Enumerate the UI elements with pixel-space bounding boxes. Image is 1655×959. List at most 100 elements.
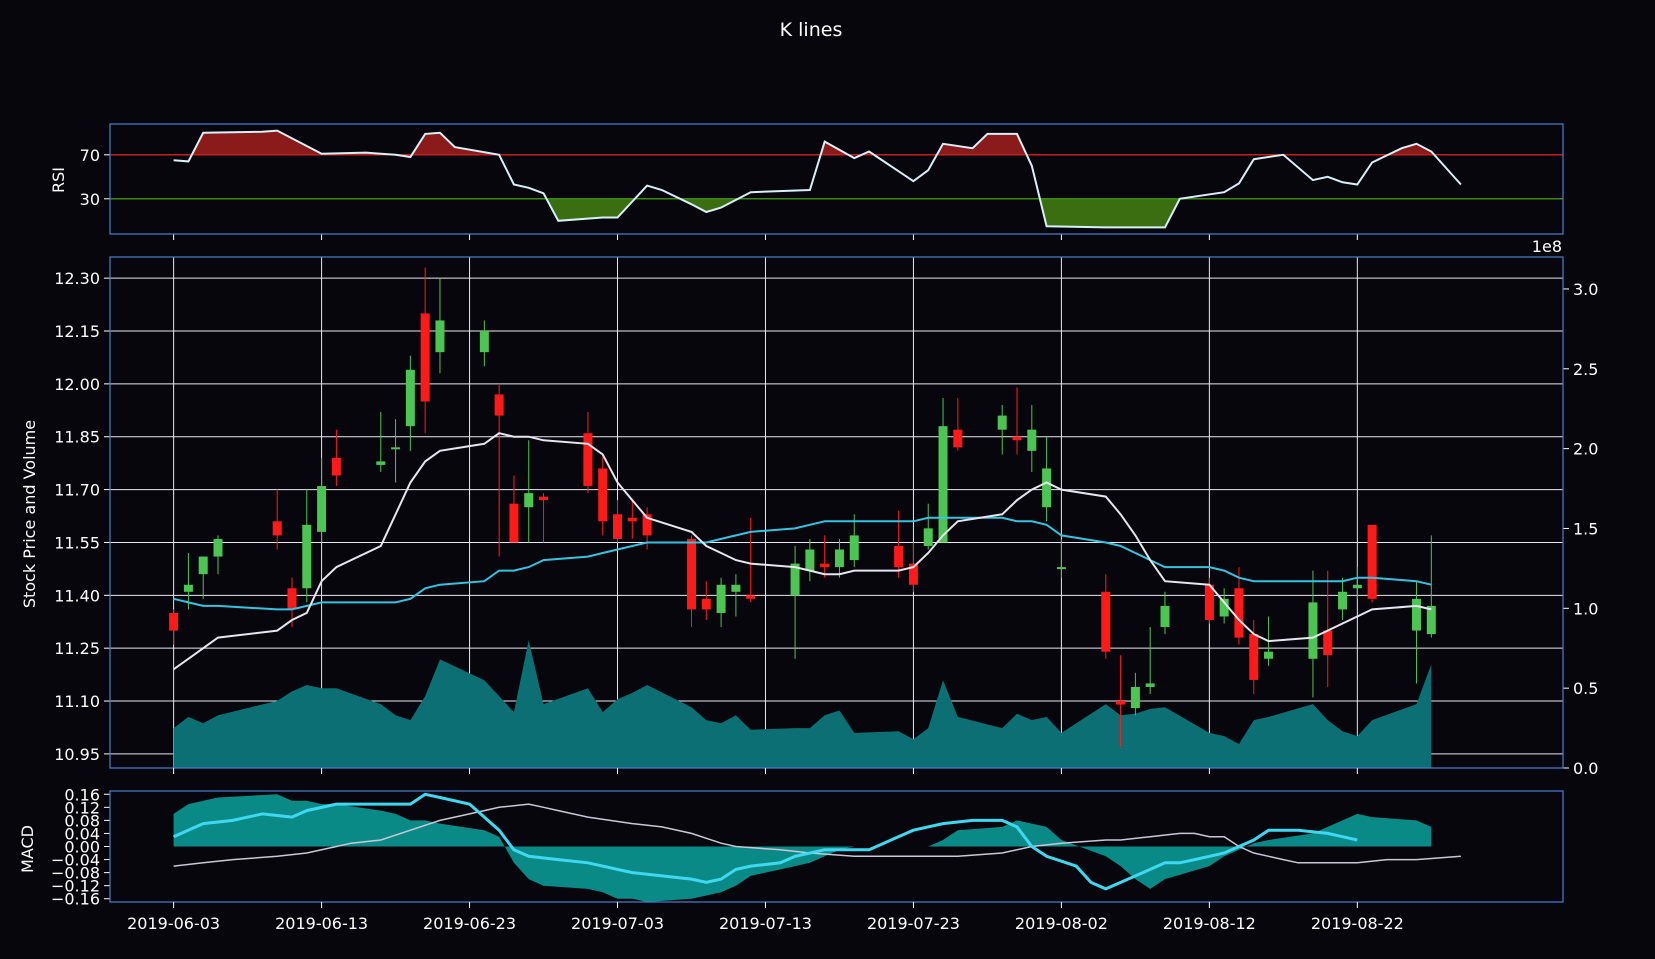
rsi-tick-label-0: 30	[80, 190, 100, 209]
price-tick-label-6: 11.85	[54, 428, 100, 447]
candle-body-20	[598, 468, 608, 522]
candle-body-26	[716, 584, 726, 613]
candle-body-48	[1160, 605, 1170, 628]
candle-body-31	[820, 563, 830, 568]
rsi-line	[173, 129, 1462, 229]
volume-tick-label-0: 0.0	[1573, 759, 1598, 778]
volume-tick-label-2: 1.0	[1573, 599, 1598, 618]
volume-area	[173, 640, 1432, 768]
candle-body-18	[539, 496, 549, 501]
candle-body-45	[1116, 701, 1126, 705]
candle-body-16	[509, 503, 519, 543]
candle-body-50	[1219, 598, 1229, 617]
rsi-tick-label-1: 70	[80, 146, 100, 165]
macd-panel-frame	[109, 790, 1564, 903]
date-tick-label-3: 2019-07-03	[571, 914, 664, 933]
candle-body-47	[1145, 683, 1155, 687]
date-tick-label-4: 2019-07-13	[719, 914, 812, 933]
candle-body-1	[183, 584, 193, 592]
candle-body-4	[272, 521, 282, 536]
volume-tick-label-3: 1.5	[1573, 519, 1598, 538]
candle-body-55	[1323, 630, 1333, 656]
candle-body-28	[746, 595, 756, 599]
price-tick-label-5: 11.70	[54, 481, 100, 500]
main-panel-frame	[109, 256, 1564, 769]
candle-body-58	[1367, 524, 1377, 599]
price-tick-label-0: 10.95	[54, 745, 100, 764]
price-volume-panel: 10.95 11.10 11.25 11.40 11.55 11.70 11.85 12.00…	[54, 256, 1598, 778]
candle-body-59	[1412, 598, 1422, 631]
candle-body-44	[1101, 591, 1111, 652]
date-axis: 2019-06-03 2019-06-13 2019-06-23 2019-07-03…	[127, 902, 1404, 933]
candle-body-56	[1338, 591, 1348, 610]
date-tick-label-1: 2019-06-13	[275, 914, 368, 933]
candle-body-37	[938, 426, 948, 543]
candle-body-33	[849, 535, 859, 561]
volume-tick-label-4: 2.0	[1573, 440, 1598, 459]
macd-panel: 0.160.120.080.040.00−0.04−0.08−0.12−0.16	[51, 785, 1564, 909]
macd-axis-label: MACD	[18, 825, 37, 873]
candle-body-60	[1426, 605, 1436, 635]
candle-body-3	[213, 538, 223, 557]
rsi-oversold-fill	[173, 198, 1461, 228]
candle-body-22	[627, 517, 637, 522]
candle-body-21	[613, 514, 623, 539]
candle-body-30	[805, 549, 815, 571]
macd-tick-label-7: −0.12	[51, 877, 100, 896]
price-tick-label-9: 12.30	[54, 269, 100, 288]
candle-body-43	[1056, 567, 1066, 570]
date-tick-label-0: 2019-06-03	[127, 914, 220, 933]
price-tick-label-4: 11.55	[54, 533, 100, 552]
volume-tick-label-1: 0.5	[1573, 679, 1598, 698]
chart-title: K lines	[780, 19, 843, 41]
candle-body-49	[1204, 584, 1214, 620]
rsi-overbought-fill	[191, 130, 1435, 155]
rsi-panel: 30 70	[80, 123, 1564, 240]
candle-body-29	[790, 563, 800, 596]
macd-tick-label-3: 0.04	[64, 824, 100, 843]
candle-body-2	[198, 556, 208, 575]
candle-body-24	[686, 538, 696, 610]
candle-body-41	[1027, 429, 1037, 451]
candle-body-15	[494, 394, 504, 416]
candle-body-17	[524, 493, 534, 508]
macd-tick-label-4: 0.00	[64, 838, 100, 857]
candle-body-34	[894, 545, 904, 568]
candle-body-32	[834, 549, 844, 568]
candle-body-10	[391, 447, 401, 450]
candle-body-51	[1234, 588, 1244, 638]
candle-body-36	[923, 528, 933, 546]
macd-line	[172, 792, 1358, 891]
macd-signal-line	[173, 803, 1461, 867]
macd-tick-label-5: −0.04	[51, 851, 100, 870]
candle-body-52	[1249, 634, 1259, 680]
price-tick-label-8: 12.15	[54, 322, 100, 341]
macd-histogram-area	[173, 794, 1432, 902]
candle-body-23	[642, 514, 652, 536]
candle-body-13	[435, 320, 445, 353]
candle-body-12	[420, 313, 430, 402]
candle-body-39	[997, 415, 1007, 430]
macd-tick-label-6: −0.08	[51, 864, 100, 883]
volume-tick-label-6: 3.0	[1573, 280, 1598, 299]
candle-body-57	[1352, 584, 1362, 589]
candle-body-40	[1012, 436, 1022, 441]
rsi-axis-label: RSI	[49, 167, 68, 193]
rsi-panel-frame	[109, 123, 1564, 235]
candle-body-14	[479, 331, 489, 353]
volume-tick-label-5: 2.5	[1573, 360, 1598, 379]
candle-body-46	[1130, 686, 1140, 709]
ma-short-line	[173, 432, 1432, 671]
candle-body-7	[317, 486, 327, 532]
ma-long-line	[173, 516, 1432, 611]
candle-body-11	[405, 369, 415, 427]
candle-body-25	[701, 598, 711, 610]
candle-body-38	[953, 429, 963, 448]
price-tick-label-3: 11.40	[54, 586, 100, 605]
candle-body-9	[376, 461, 386, 465]
price-tick-label-7: 12.00	[54, 375, 100, 394]
volume-axis-offset: 1e8	[1532, 237, 1562, 256]
date-tick-label-6: 2019-08-02	[1015, 914, 1108, 933]
price-tick-label-2: 11.25	[54, 639, 100, 658]
date-tick-label-5: 2019-07-23	[867, 914, 960, 933]
